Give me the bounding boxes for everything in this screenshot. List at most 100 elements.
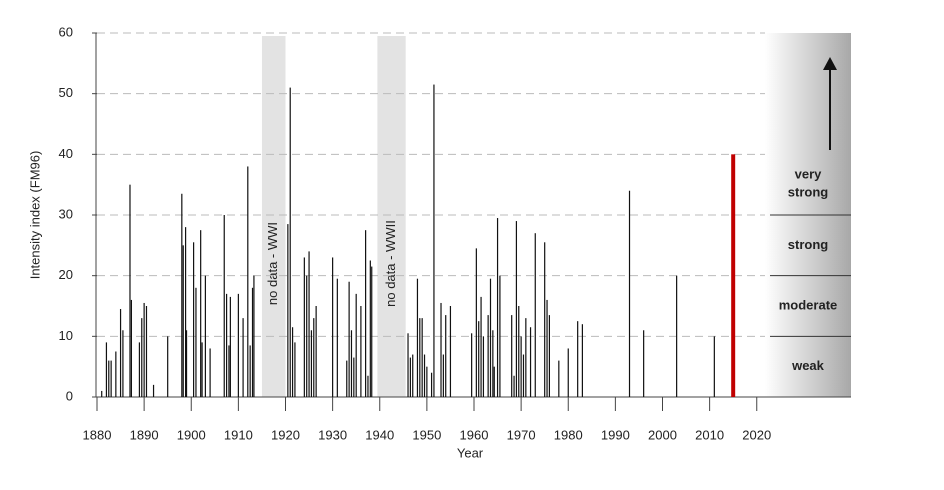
bar (475, 248, 477, 397)
bar (289, 87, 291, 397)
x-tick-label: 1990 (601, 427, 630, 442)
x-tick-label: 2010 (695, 427, 724, 442)
x-tick-label: 2000 (648, 427, 677, 442)
bar (129, 184, 131, 397)
bar (223, 215, 225, 397)
bar (332, 257, 334, 397)
bar (534, 233, 536, 397)
bar (251, 287, 254, 397)
bar (367, 375, 369, 397)
bar (225, 293, 228, 397)
bar (195, 287, 197, 397)
bar (141, 318, 143, 397)
bar (353, 357, 355, 397)
y-axis-title: Intensity index (FM96) (27, 151, 42, 280)
bar (482, 336, 485, 397)
bar (143, 302, 145, 397)
no-data-band (377, 36, 406, 397)
bar (365, 230, 367, 397)
bar (558, 360, 560, 397)
bar (529, 327, 532, 397)
bar (487, 315, 489, 397)
bar (525, 318, 527, 397)
bar (445, 315, 447, 397)
bar (731, 154, 736, 397)
bar (544, 242, 546, 397)
bar (228, 345, 230, 397)
bar (449, 306, 452, 397)
bar (433, 84, 435, 398)
bar (145, 306, 148, 397)
bar (480, 296, 482, 397)
bar (110, 360, 112, 397)
bar (421, 318, 423, 397)
band-label: no data - WWI (265, 222, 280, 305)
bar (313, 318, 315, 397)
y-tick-label: 30 (59, 206, 73, 221)
bar (355, 293, 357, 397)
bar (201, 342, 203, 397)
bar (122, 330, 124, 397)
bar (426, 366, 428, 397)
bar (499, 275, 501, 397)
x-tick-label: 1930 (318, 427, 347, 442)
bar (513, 375, 515, 397)
bar (518, 306, 520, 397)
bar (577, 321, 579, 397)
bar (200, 230, 202, 397)
class-label: moderate (779, 297, 838, 312)
bar (306, 275, 308, 397)
bar (193, 242, 195, 397)
bar (152, 384, 155, 397)
bar (492, 330, 494, 397)
bar (315, 306, 317, 397)
bar (548, 315, 550, 397)
bar (520, 336, 522, 397)
bar (185, 330, 188, 397)
bar (119, 309, 122, 397)
bar (419, 318, 421, 397)
bar (242, 318, 244, 397)
bar (108, 360, 110, 397)
no-data-band (261, 36, 286, 397)
y-tick-label: 40 (59, 146, 73, 161)
bar (496, 218, 499, 397)
bar (412, 354, 414, 397)
bar (348, 281, 350, 397)
bar (310, 330, 313, 397)
bar (229, 296, 231, 397)
band-label: no data - WWII (383, 220, 398, 307)
bar (182, 245, 184, 397)
x-tick-label: 1960 (460, 427, 489, 442)
bar (287, 224, 289, 397)
bar (303, 257, 305, 397)
bar (643, 330, 645, 397)
bar (101, 390, 103, 397)
x-tick-label: 1890 (130, 427, 159, 442)
bar (546, 299, 548, 397)
bar (360, 306, 362, 397)
bar (471, 333, 473, 397)
x-tick-label: 1950 (412, 427, 441, 442)
bar (442, 354, 444, 397)
bar (423, 354, 426, 397)
bar (371, 266, 373, 397)
y-tick-label: 50 (59, 85, 73, 100)
bar (511, 315, 513, 397)
bar (237, 293, 239, 397)
bar (294, 342, 296, 397)
class-label: very strong (788, 167, 829, 200)
bar (478, 321, 480, 397)
bar (350, 330, 353, 397)
bar (184, 227, 187, 397)
bar (181, 193, 183, 397)
bar (440, 302, 442, 397)
bar (369, 260, 371, 397)
bar (581, 324, 583, 397)
y-tick-label: 0 (66, 388, 73, 403)
bar (346, 360, 348, 397)
bar (167, 336, 169, 397)
bar (430, 372, 433, 397)
bar (493, 366, 495, 397)
